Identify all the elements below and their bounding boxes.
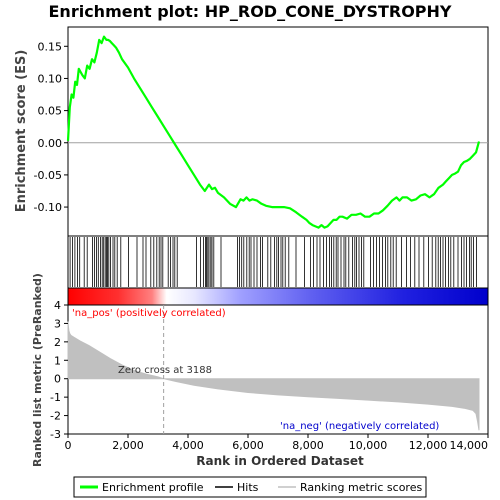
x-ticks: 0 2,000 4,000 6,000 8,000 10,000 12,000 14,000 [65, 434, 489, 452]
metric-y-tick-label: 4 [54, 299, 61, 312]
x-tick-label: 6,000 [232, 439, 264, 452]
es-panel: -0.10 -0.05 0.00 0.05 0.10 0.15 Enrichment sc… [14, 26, 489, 237]
hits-panel [67, 235, 489, 289]
metric-panel: Zero cross at 3188 'na_pos' (positively … [31, 273, 489, 468]
x-axis-label: Rank in Ordered Dataset [196, 454, 364, 468]
rank-color-bar-fill [67, 287, 489, 306]
es-y-tick-label: -0.05 [34, 169, 62, 182]
es-y-ticks: -0.10 -0.05 0.00 0.05 0.10 0.15 [34, 40, 68, 214]
legend-label-enrichment: Enrichment profile [102, 481, 204, 494]
metric-y-tick-label: 3 [54, 317, 61, 330]
x-tick-label: 2,000 [112, 439, 144, 452]
metric-y-ticks: -3 -2 -1 0 1 2 3 4 [50, 299, 68, 441]
metric-y-tick-label: -2 [50, 410, 61, 423]
x-tick-label: 0 [65, 439, 72, 452]
metric-y-label: Ranked list metric (PreRanked) [31, 273, 44, 467]
rank-color-bar [67, 287, 489, 306]
hit-lines [69, 237, 478, 287]
x-tick-label: 4,000 [172, 439, 204, 452]
legend-frame [73, 476, 427, 498]
x-tick-label: 8,000 [292, 439, 324, 452]
es-y-label: Enrichment score (ES) [14, 50, 29, 213]
es-y-tick-label: 0.15 [38, 40, 63, 53]
zero-cross-label: Zero cross at 3188 [118, 365, 212, 376]
x-tick-label: 10,000 [349, 439, 388, 452]
metric-panel-frame [67, 304, 489, 435]
metric-y-tick-label: -3 [50, 428, 61, 441]
metric-y-tick-label: -1 [50, 391, 61, 404]
x-tick-label: 14,000 [450, 439, 489, 452]
enrichment-profile-line [66, 35, 481, 229]
metric-y-tick-label: 2 [54, 336, 61, 349]
metric-y-tick-label: 1 [54, 354, 61, 367]
es-panel-frame [67, 26, 489, 237]
legend: Enrichment profile Hits Ranking metric s… [73, 476, 427, 498]
x-tick-label: 12,000 [409, 439, 448, 452]
pos-correlated-label: 'na_pos' (positively correlated) [72, 308, 226, 319]
es-y-tick-label: 0.00 [38, 137, 63, 150]
neg-correlated-label: 'na_neg' (negatively correlated) [280, 421, 439, 432]
chart-title: Enrichment plot: HP_ROD_CONE_DYSTROPHY [49, 2, 452, 21]
es-y-tick-label: 0.05 [38, 105, 63, 118]
es-y-tick-label: 0.10 [38, 72, 63, 85]
es-y-tick-label: -0.10 [34, 201, 62, 214]
metric-y-tick-label: 0 [54, 373, 61, 386]
legend-label-metric: Ranking metric scores [300, 481, 422, 494]
legend-label-hits: Hits [237, 481, 259, 494]
hits-panel-frame [67, 235, 489, 289]
ranking-metric-area [67, 321, 480, 431]
